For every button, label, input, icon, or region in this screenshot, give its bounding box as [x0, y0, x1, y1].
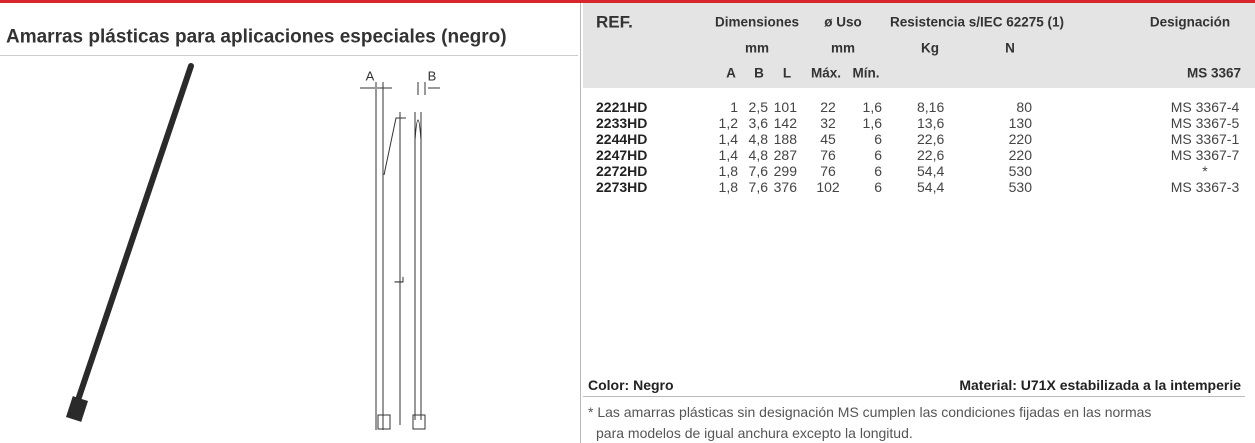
header-cell: REF. — [596, 12, 633, 32]
table-cell: 3,6 — [748, 115, 768, 131]
ref-cell: 2221HD — [596, 99, 648, 115]
footnote: * Las amarras plásticas sin designación … — [588, 404, 1152, 420]
header-cell: L — [782, 65, 792, 81]
header-cell: ø Uso — [824, 14, 862, 30]
ref-cell: 2247HD — [596, 147, 648, 163]
table-cell: 1,2 — [718, 115, 738, 131]
table-cell: MS 3367-5 — [1170, 115, 1240, 131]
table-cell: 6 — [874, 179, 882, 195]
table-cell: 22,6 — [917, 131, 945, 147]
top-rule — [0, 0, 1255, 3]
ref-cell: 2244HD — [596, 131, 648, 147]
table-header-bg — [583, 3, 1255, 88]
dimension-label: A — [365, 68, 375, 84]
table-cell: 1,6 — [862, 99, 882, 115]
table-cell: 1,8 — [718, 163, 738, 179]
table-cell: 4,8 — [748, 147, 768, 163]
header-cell: mm — [744, 40, 770, 56]
table-cell: 101 — [773, 99, 797, 115]
footnote: para modelos de igual anchura excepto la… — [596, 425, 913, 441]
table-cell: 54,4 — [917, 163, 945, 179]
table-cell: 4,8 — [748, 131, 768, 147]
color-label: Color: Negro — [588, 377, 674, 393]
table-cell: 8,16 — [917, 99, 945, 115]
header-cell: A — [726, 65, 736, 81]
table-cell: 76 — [820, 147, 836, 163]
table-cell: 6 — [874, 147, 882, 163]
product-illustration — [65, 63, 440, 430]
header-cell: Kg — [921, 40, 939, 56]
table-cell: 102 — [816, 179, 840, 195]
table-cell: 32 — [820, 115, 836, 131]
ref-cell: 2272HD — [596, 163, 648, 179]
table-cell: 7,6 — [748, 163, 768, 179]
table-cell: 299 — [773, 163, 797, 179]
table-cell: 220 — [1008, 147, 1032, 163]
dimension-label: L — [391, 276, 407, 284]
dimension-drawing — [360, 82, 440, 430]
header-cell: mm — [830, 40, 856, 56]
table-cell: 80 — [1016, 99, 1032, 115]
table-cell: 45 — [820, 131, 836, 147]
ref-cell: 2233HD — [596, 115, 648, 131]
header-cell: Resistencia s/IEC 62275 (1) — [889, 14, 1065, 30]
header-cell: Designación — [1149, 14, 1231, 30]
table-cell: 7,6 — [748, 179, 768, 195]
header-cell: Máx. — [810, 65, 842, 81]
table-cell: 6 — [874, 131, 882, 147]
cable-tie — [65, 63, 194, 422]
material-label: Material: U71X estabilizada a la intempe… — [959, 377, 1241, 393]
table-cell: 6 — [874, 163, 882, 179]
table-cell: 22,6 — [917, 147, 945, 163]
table-cell: 1,4 — [718, 131, 738, 147]
ref-cell: 2273HD — [596, 179, 648, 195]
header-cell: B — [754, 65, 764, 81]
dimension-label: B — [427, 68, 437, 84]
title-rule — [0, 55, 578, 56]
table-cell: MS 3367-4 — [1170, 99, 1240, 115]
table-cell: 1,8 — [718, 179, 738, 195]
table-cell: 130 — [1008, 115, 1032, 131]
title: Amarras plásticas para aplicaciones espe… — [6, 26, 507, 48]
table-cell: 376 — [773, 179, 797, 195]
header-cell: Dimensiones — [714, 14, 800, 30]
table-cell: 2,5 — [748, 99, 768, 115]
table-cell: 530 — [1008, 179, 1032, 195]
table-cell: MS 3367-3 — [1170, 179, 1240, 195]
table-cell: 220 — [1008, 131, 1032, 147]
table-cell: MS 3367-7 — [1170, 147, 1240, 163]
table-cell: * — [1202, 163, 1208, 179]
table-cell: 76 — [820, 163, 836, 179]
table-cell: 530 — [1008, 163, 1032, 179]
header-cell: MS 3367 — [1186, 65, 1241, 81]
footer-rule — [583, 396, 1245, 397]
table-cell: 188 — [773, 131, 797, 147]
table-cell: 13,6 — [917, 115, 945, 131]
table-cell: 287 — [773, 147, 797, 163]
table-cell: 22 — [820, 99, 836, 115]
divider — [580, 3, 581, 443]
table-cell: 54,4 — [917, 179, 945, 195]
table-cell: 1,4 — [718, 147, 738, 163]
table-cell: MS 3367-1 — [1170, 131, 1240, 147]
header-cell: N — [1005, 40, 1015, 56]
table-cell: 1,6 — [862, 115, 882, 131]
header-cell: Mín. — [852, 65, 880, 81]
table-cell: 142 — [773, 115, 797, 131]
table-cell: 1 — [730, 99, 738, 115]
